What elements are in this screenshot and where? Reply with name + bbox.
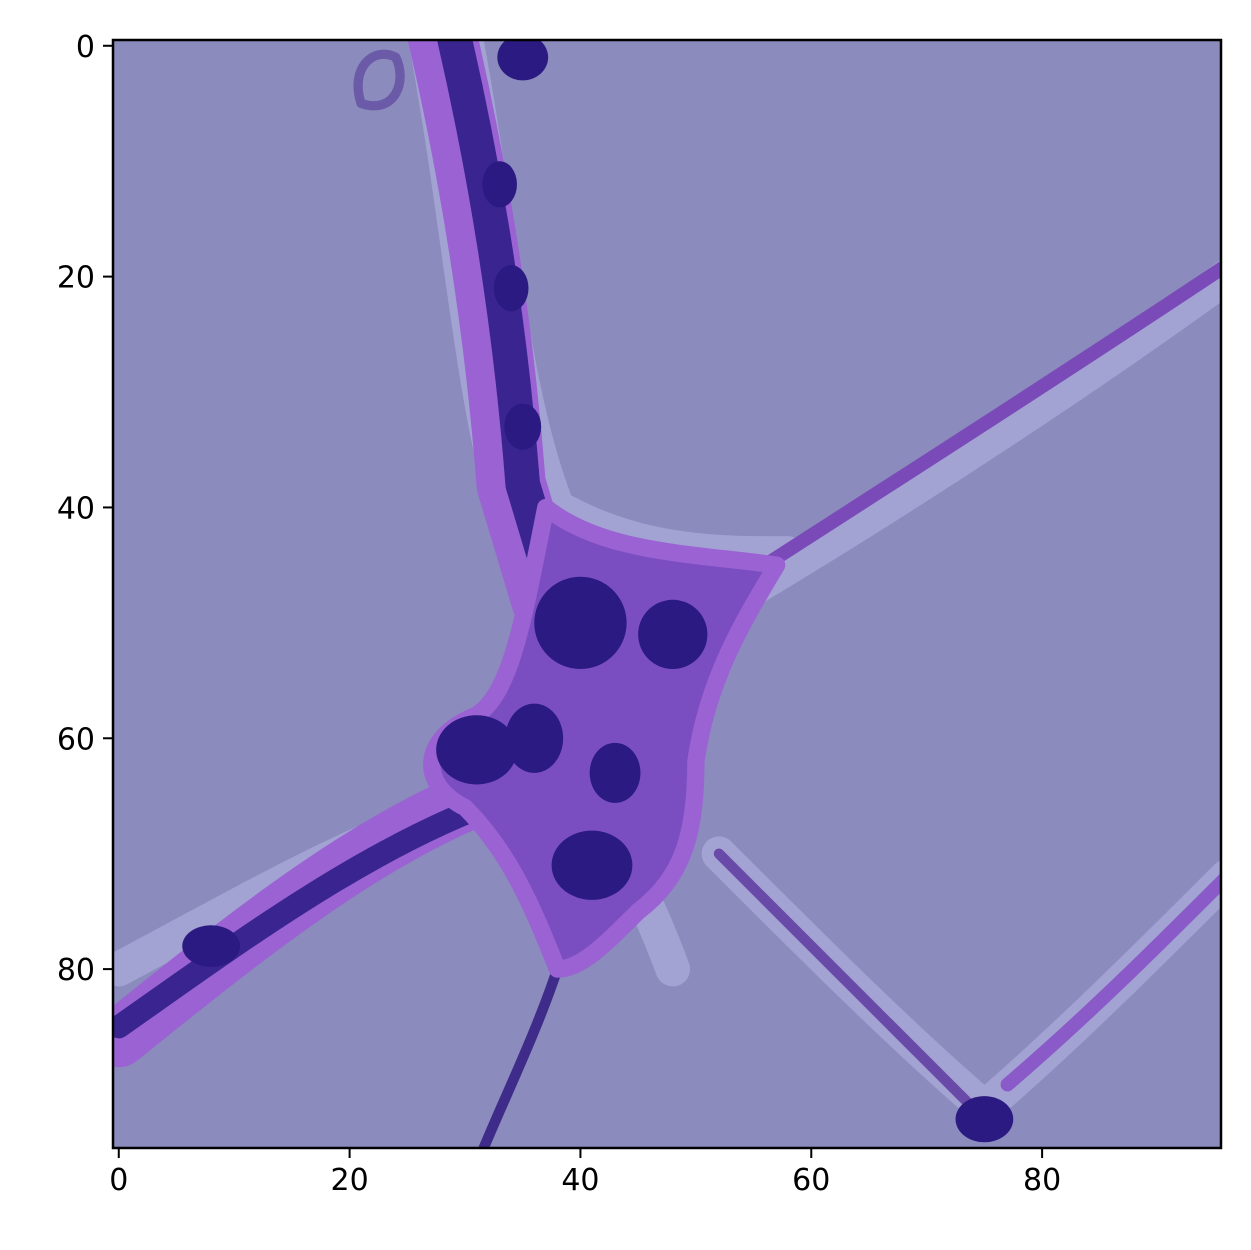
strand	[758, 260, 1221, 573]
y-tick-label: 60	[57, 722, 95, 757]
strand	[1000, 872, 1221, 1092]
image	[113, 40, 1221, 1148]
strand	[478, 963, 563, 1148]
ticks: 0 20 40 60 80 0 20 40 60 80	[57, 30, 1061, 1198]
strand	[713, 848, 979, 1113]
nuclei	[182, 40, 1014, 1143]
x-tick-label: 60	[792, 1163, 830, 1198]
y-tick-label: 20	[57, 261, 95, 296]
y-tick-label: 40	[57, 491, 95, 526]
loop	[353, 49, 405, 111]
x-tick-label: 80	[1023, 1163, 1061, 1198]
cell-structures	[113, 40, 1221, 1148]
x-tick-label: 20	[331, 1163, 369, 1198]
x-tick-label: 40	[561, 1163, 599, 1198]
y-tick-label: 80	[57, 953, 95, 988]
x-tick-label: 0	[109, 1163, 128, 1198]
strand-core	[113, 784, 523, 1039]
y-tick-label: 0	[76, 30, 95, 65]
axes-frame	[111, 38, 1223, 1150]
